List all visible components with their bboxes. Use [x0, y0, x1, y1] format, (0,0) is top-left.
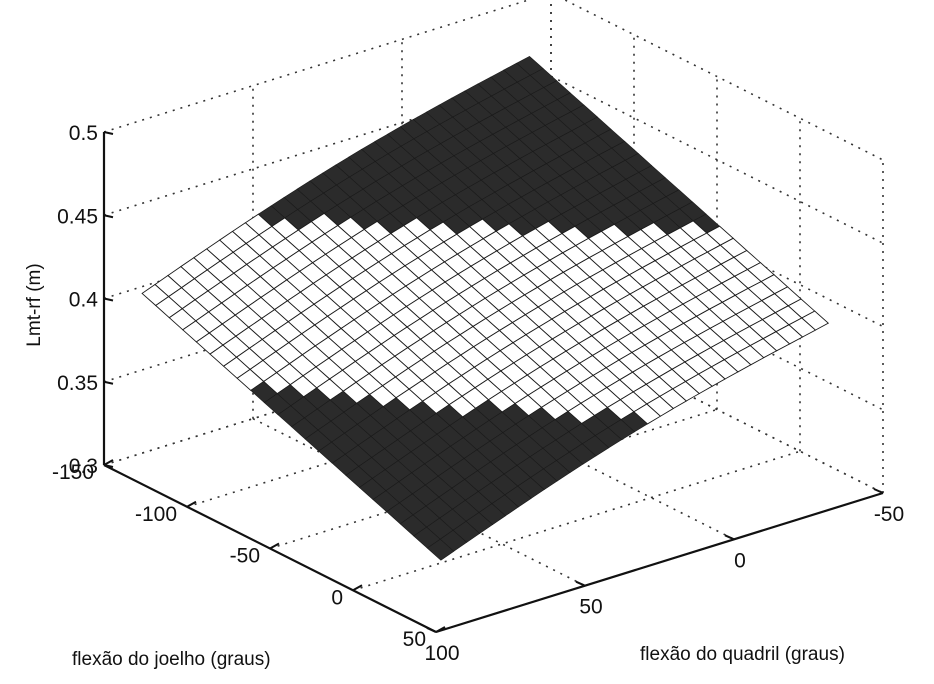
z-tick-label: 0.3: [69, 455, 98, 478]
y-tick-mark: [269, 542, 280, 550]
x-axis-line: [435, 491, 884, 634]
z-tick-mark: [103, 131, 114, 135]
z-tick-label: 0.5: [69, 122, 98, 145]
z-tick-mark: [103, 297, 114, 302]
x-axis-label: flexão do quadril (graus): [640, 644, 845, 665]
z-tick-label: 0.35: [57, 372, 98, 395]
y-tick-mark: [103, 459, 114, 466]
x-tick-mark: [426, 627, 437, 633]
y-axis-label: flexão do joelho (graus): [72, 649, 271, 670]
surface-layer: [141, 56, 830, 561]
z-tick-mark: [103, 214, 114, 219]
y-tick-label: -50: [230, 545, 260, 568]
wall-gridline: [563, 0, 884, 161]
y-tick-mark: [435, 626, 446, 633]
z-tick-mark: [103, 464, 114, 468]
x-tick-mark: [575, 580, 586, 587]
x-tick-label: 0: [734, 549, 746, 572]
y-tick-mark: [352, 584, 363, 592]
x-tick-label: -50: [874, 503, 904, 526]
y-tick-mark: [186, 500, 197, 508]
x-tick-label: 50: [579, 596, 602, 619]
surface-cell: [426, 538, 455, 561]
z-tick-label: 0.45: [57, 205, 98, 228]
x-tick-mark: [724, 534, 735, 541]
z-tick-label: 0.4: [69, 289, 99, 312]
wall-gridline: [550, 325, 884, 494]
wall-gridline: [550, 75, 884, 244]
y-tick-label: 50: [403, 628, 426, 651]
z-tick-mark: [103, 380, 114, 385]
y-tick-label: -100: [135, 503, 177, 526]
y-tick-label: 0: [331, 586, 343, 609]
x-tick-mark: [873, 488, 884, 494]
z-axis-label: Lmt-rf (m): [24, 263, 45, 346]
x-tick-label: 100: [424, 642, 459, 665]
y-tick-label: -150: [52, 461, 94, 484]
